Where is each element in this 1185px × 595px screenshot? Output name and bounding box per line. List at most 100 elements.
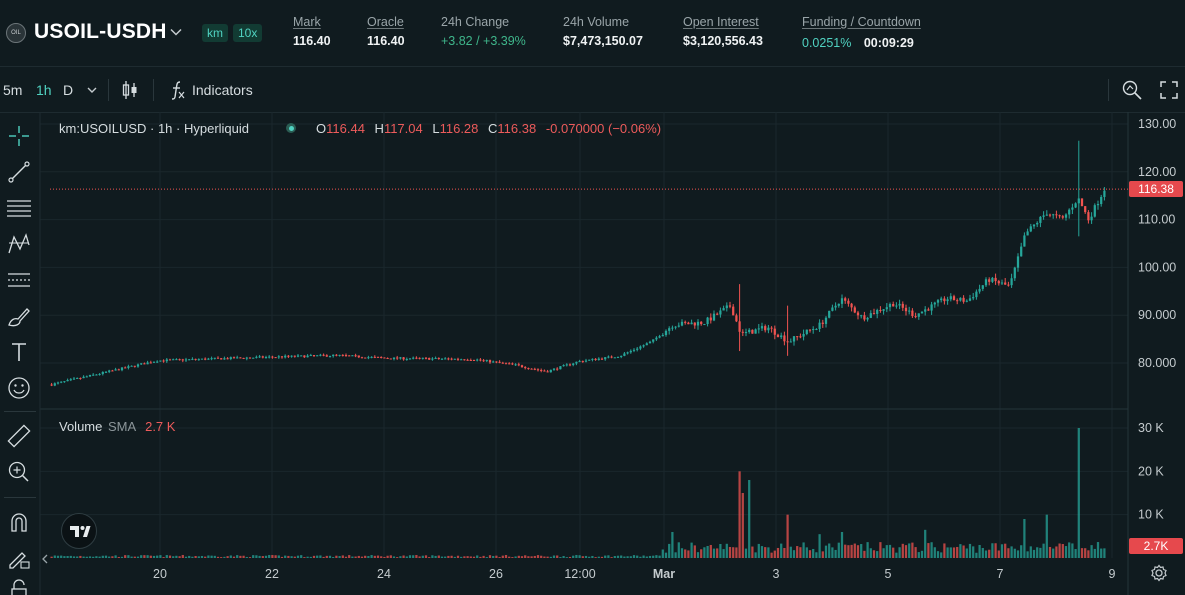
stat-label[interactable]: Funding / Countdown xyxy=(802,15,921,29)
stat-label[interactable]: Oracle xyxy=(367,15,404,29)
candle-body xyxy=(645,343,648,346)
candle-body xyxy=(175,359,178,361)
indicators-button[interactable]: Indicators xyxy=(192,82,253,98)
candle-body xyxy=(872,313,876,315)
volume-bar xyxy=(738,471,741,558)
volume-bar xyxy=(136,556,140,558)
volume-bar xyxy=(242,555,245,558)
candle-body xyxy=(831,307,834,311)
volume-bar xyxy=(764,547,767,558)
candle-body xyxy=(303,355,306,358)
volume-bar xyxy=(1061,544,1064,558)
volume-bar xyxy=(684,549,687,558)
volume-bar xyxy=(808,550,812,558)
legend-symbol[interactable]: km:USOILUSD · 1h · Hyperliquid xyxy=(59,121,249,136)
volume-bar xyxy=(165,555,168,558)
volume-bar xyxy=(245,556,248,558)
candle-body xyxy=(716,313,719,315)
volume-sma-value: 2.7 K xyxy=(145,419,176,434)
volume-bar xyxy=(783,548,786,558)
volume-bar xyxy=(789,546,792,558)
time-tick-label: 5 xyxy=(885,567,892,581)
settings-gear-icon[interactable] xyxy=(1150,564,1168,582)
volume-bar xyxy=(751,546,754,558)
candle-body xyxy=(133,365,136,367)
brush-icon[interactable] xyxy=(6,303,32,329)
lock-icon[interactable] xyxy=(6,579,32,595)
chevron-down-icon[interactable] xyxy=(168,24,184,40)
emoji-icon[interactable] xyxy=(6,375,32,401)
volume-bar xyxy=(226,556,229,558)
volume-legend: Volume SMA 2.7 K xyxy=(59,419,175,434)
volume-bar xyxy=(175,555,178,558)
candle-body xyxy=(460,359,463,361)
volume-bar xyxy=(152,555,156,558)
candle-body xyxy=(696,321,700,326)
volume-label[interactable]: Volume xyxy=(59,419,103,434)
fullscreen-icon[interactable] xyxy=(1159,80,1179,100)
candle-body xyxy=(815,328,818,330)
ohlc-h: 117.04 xyxy=(383,121,423,136)
candle-body xyxy=(181,359,184,361)
candle-body xyxy=(159,360,162,362)
volume-bar xyxy=(792,550,796,558)
pencil-lock-icon[interactable] xyxy=(6,545,32,571)
fib-retracement-icon[interactable] xyxy=(6,267,32,293)
chevron-left-icon[interactable] xyxy=(40,552,50,566)
horizontal-lines-icon[interactable] xyxy=(6,195,32,221)
volume-tick-label: 10 K xyxy=(1138,508,1164,522)
interval-1h[interactable]: 1h xyxy=(36,82,52,98)
function-icon[interactable] xyxy=(169,79,187,101)
text-tool-icon[interactable] xyxy=(6,339,32,365)
pattern-icon[interactable] xyxy=(6,231,32,257)
chart-area[interactable]: 130.00 120.00 110.00 100.00 90.000 80.000 30 … xyxy=(0,112,1185,595)
volume-bar xyxy=(184,556,188,558)
chevron-down-icon[interactable] xyxy=(85,83,99,97)
ohlc-h-label: H xyxy=(374,121,384,136)
interval-d[interactable]: D xyxy=(63,82,74,98)
stat-label[interactable]: Open Interest xyxy=(683,15,759,29)
stat-label[interactable]: Mark xyxy=(293,15,321,29)
candle-body xyxy=(1013,267,1016,279)
volume-bar xyxy=(172,556,175,558)
tradingview-logo-icon[interactable] xyxy=(61,513,97,549)
price-chart[interactable]: 130.00 120.00 110.00 100.00 90.000 80.000 30 … xyxy=(0,112,1185,595)
volume-bar xyxy=(831,547,834,558)
candle-body xyxy=(552,368,556,370)
crosshair-icon[interactable] xyxy=(6,123,32,149)
volume-bar xyxy=(613,556,616,558)
candle-body xyxy=(661,335,664,337)
candle-body xyxy=(1061,216,1064,218)
volume-bar xyxy=(952,547,956,558)
stat-value: $7,473,150.07 xyxy=(563,34,643,48)
candle-body xyxy=(236,357,239,359)
candle-body xyxy=(719,310,722,315)
volume-bar xyxy=(680,548,684,558)
volume-bar xyxy=(220,557,223,558)
volume-bar xyxy=(997,550,1000,558)
interval-5m[interactable]: 5m xyxy=(3,82,23,98)
candles-icon[interactable] xyxy=(120,79,140,101)
trend-line-icon[interactable] xyxy=(6,159,32,185)
zoom-search-icon[interactable] xyxy=(1121,79,1143,101)
magnet-icon[interactable] xyxy=(6,509,32,535)
volume-bar xyxy=(978,544,981,558)
volume-bar xyxy=(965,548,968,558)
candle-body xyxy=(738,321,741,332)
leverage-badge[interactable]: 10x xyxy=(233,24,263,42)
volume-bar xyxy=(104,555,108,558)
volume-bar xyxy=(786,514,789,558)
volume-bar xyxy=(856,545,860,558)
volume-bar xyxy=(399,556,402,558)
candle-body xyxy=(261,356,264,358)
pair-selector[interactable]: USOIL-USDH xyxy=(34,20,167,43)
ruler-icon[interactable] xyxy=(6,423,32,449)
candle-body xyxy=(220,358,223,360)
candle-body xyxy=(300,355,303,357)
zoom-in-icon[interactable] xyxy=(6,459,32,485)
volume-bar xyxy=(476,555,479,558)
candle-body xyxy=(72,378,76,380)
candle-body xyxy=(1100,196,1103,205)
volume-bar xyxy=(946,547,949,558)
volume-bar xyxy=(1048,546,1052,558)
